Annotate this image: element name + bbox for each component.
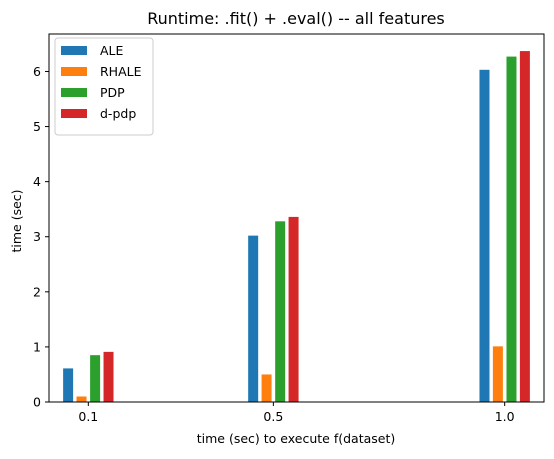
- plot-frame: [48, 33, 545, 403]
- x-axis-label: time (sec) to execute f(dataset): [197, 431, 396, 446]
- bar-pdp-0: [90, 355, 101, 402]
- bar-rhale-0: [76, 396, 87, 402]
- chart-title: Runtime: .fit() + .eval() -- all feature…: [147, 9, 445, 28]
- x-tick-label: 1.0: [495, 409, 515, 424]
- y-tick-label: 3: [33, 229, 41, 244]
- bar-rhale-2: [492, 346, 503, 402]
- axes-layer: 0.1 0.5 1.0 0 1 2 3 4 5 6: [33, 33, 545, 424]
- legend-swatch-ale: [61, 46, 87, 55]
- y-tick-label: 6: [33, 64, 41, 79]
- legend-swatch-pdp: [61, 88, 87, 97]
- legend-swatch-rhale: [61, 67, 87, 76]
- bar-d-pdp-1: [288, 216, 299, 402]
- bar-d-pdp-2: [519, 51, 530, 402]
- bar-ale-1: [248, 235, 259, 402]
- y-tick-label: 0: [33, 395, 41, 410]
- y-tick-label: 4: [33, 174, 41, 189]
- bar-rhale-1: [261, 374, 272, 402]
- legend-label: d-pdp: [100, 106, 136, 121]
- legend-swatch-d-pdp: [61, 109, 87, 118]
- y-tick-label: 5: [33, 119, 41, 134]
- bar-pdp-1: [275, 221, 286, 402]
- x-tick-label: 0.1: [78, 409, 98, 424]
- y-tick-label: 2: [33, 284, 41, 299]
- bar-d-pdp-0: [103, 351, 114, 402]
- bar-pdp-2: [506, 56, 517, 403]
- bar-ale-0: [63, 368, 74, 402]
- y-axis-label: time (sec): [9, 189, 24, 252]
- legend-label: RHALE: [100, 64, 142, 79]
- y-tick-label: 1: [33, 339, 41, 354]
- legend-label: ALE: [100, 43, 124, 58]
- x-tick-label: 0.5: [263, 409, 283, 424]
- bar-ale-2: [479, 69, 490, 402]
- legend: ALE RHALE PDP d-pdp: [54, 37, 154, 136]
- bars-layer: [63, 51, 530, 403]
- legend-label: PDP: [100, 85, 125, 100]
